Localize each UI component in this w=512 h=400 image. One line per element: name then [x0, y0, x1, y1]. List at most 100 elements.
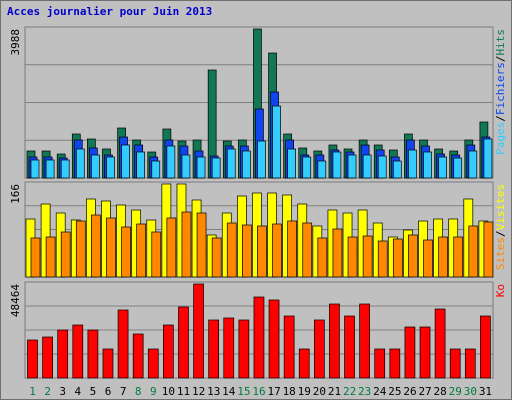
x-tick-day-6: 6	[105, 385, 112, 398]
bar-ko-day-26	[404, 326, 416, 379]
x-tick-day-15: 15	[237, 385, 250, 398]
x-tick-day-2: 2	[44, 385, 51, 398]
bar-ko-day-2	[42, 336, 53, 379]
bar-pages-day-22	[347, 154, 357, 179]
legend-pages: Pages	[494, 122, 507, 155]
bar-pages-day-13	[211, 157, 221, 179]
x-tick-day-9: 9	[150, 385, 157, 398]
bar-ko-day-30	[464, 348, 476, 379]
bar-pages-day-9	[151, 160, 161, 179]
bar-sites-day-28	[438, 236, 448, 278]
x-tick-day-8: 8	[135, 385, 142, 398]
legend-visites: Visites	[494, 184, 507, 230]
bar-pages-day-5	[91, 154, 100, 179]
legend-ko: Ko	[494, 284, 507, 297]
bar-ko-day-13	[208, 319, 220, 379]
bar-sites-day-1	[30, 237, 41, 278]
x-tick-day-26: 26	[403, 385, 416, 398]
bar-ko-day-8	[132, 333, 144, 379]
x-tick-day-13: 13	[207, 385, 220, 398]
bar-pages-day-26	[408, 149, 417, 179]
bar-pages-day-2	[45, 159, 55, 179]
bar-sites-day-19	[302, 222, 313, 278]
bar-sites-day-9	[151, 231, 162, 278]
bar-pages-day-7	[121, 144, 130, 179]
x-tick-day-28: 28	[434, 385, 447, 398]
bar-ko-day-20	[313, 319, 325, 379]
x-tick-day-4: 4	[75, 385, 82, 398]
bar-ko-day-18	[283, 315, 295, 379]
x-tick-day-21: 21	[328, 385, 341, 398]
x-tick-day-5: 5	[90, 385, 97, 398]
ymax-label-middle: 166	[9, 184, 22, 204]
bar-ko-day-3	[57, 329, 69, 379]
bar-sites-day-25	[392, 238, 403, 278]
bar-sites-day-17	[272, 223, 282, 278]
bar-pages-day-16	[257, 140, 266, 179]
legend-separator: /	[494, 230, 507, 237]
bar-pages-day-21	[332, 151, 342, 179]
bar-sites-day-11	[181, 211, 192, 278]
bar-sites-day-16	[257, 225, 267, 278]
bar-ko-day-19	[298, 348, 310, 379]
bar-pages-day-17	[272, 105, 281, 179]
x-tick-day-25: 25	[388, 385, 401, 398]
bar-sites-day-21	[332, 228, 343, 278]
bar-ko-day-23	[359, 303, 370, 379]
bar-pages-day-12	[196, 156, 206, 179]
bar-sites-day-7	[121, 226, 131, 278]
bar-ko-day-25	[389, 348, 401, 379]
bar-sites-day-29	[453, 236, 464, 278]
bar-pages-day-31	[483, 138, 493, 179]
bar-ko-day-6	[102, 348, 114, 379]
ymax-label-bottom: 48464	[9, 284, 22, 317]
x-tick-day-29: 29	[449, 385, 462, 398]
x-tick-day-7: 7	[120, 385, 127, 398]
bar-pages-day-1	[30, 159, 40, 179]
bar-sites-day-4	[75, 220, 86, 278]
bar-pages-day-14	[226, 148, 236, 179]
legend-fichiers: Fichiers	[494, 62, 507, 115]
bar-sites-day-30	[468, 225, 479, 278]
x-tick-day-12: 12	[192, 385, 205, 398]
legend-separator: /	[494, 56, 507, 63]
bar-sites-day-3	[60, 231, 71, 278]
bar-sites-day-31	[483, 221, 494, 278]
bar-pages-day-4	[75, 148, 85, 179]
bar-ko-day-22	[344, 315, 355, 379]
bar-sites-day-20	[317, 237, 328, 278]
bar-sites-day-15	[242, 224, 252, 278]
bar-ko-day-9	[147, 348, 159, 379]
bar-sites-day-6	[106, 217, 116, 278]
bar-ko-day-31	[480, 315, 491, 379]
bar-pages-day-20	[317, 160, 327, 179]
bar-sites-day-8	[136, 223, 147, 278]
bar-pages-day-6	[106, 156, 115, 179]
chart-title: Acces journalier pour Juin 2013	[7, 5, 213, 18]
bar-ko-day-4	[72, 324, 84, 379]
bar-pages-day-10	[166, 145, 176, 179]
x-tick-day-1: 1	[29, 385, 36, 398]
bar-ko-day-11	[178, 306, 189, 379]
bar-ko-day-7	[117, 309, 129, 379]
bar-pages-day-18	[287, 148, 296, 179]
legend-separator: /	[494, 115, 507, 122]
x-tick-day-19: 19	[298, 385, 311, 398]
bar-ko-day-17	[268, 299, 280, 379]
x-tick-day-23: 23	[358, 385, 371, 398]
x-tick-day-16: 16	[252, 385, 265, 398]
bar-pages-day-11	[181, 154, 191, 179]
bar-ko-day-5	[87, 329, 99, 379]
bar-ko-day-24	[374, 348, 386, 379]
x-tick-day-10: 10	[162, 385, 175, 398]
x-tick-day-30: 30	[464, 385, 477, 398]
bar-pages-day-15	[242, 150, 251, 179]
bar-sites-day-18	[287, 220, 297, 278]
bar-sites-day-23	[362, 235, 373, 278]
bar-sites-day-12	[196, 212, 207, 278]
bar-pages-day-28	[438, 156, 447, 179]
bar-pages-day-30	[468, 150, 478, 179]
bar-sites-day-13	[211, 237, 222, 278]
bar-ko-day-12	[193, 283, 204, 379]
